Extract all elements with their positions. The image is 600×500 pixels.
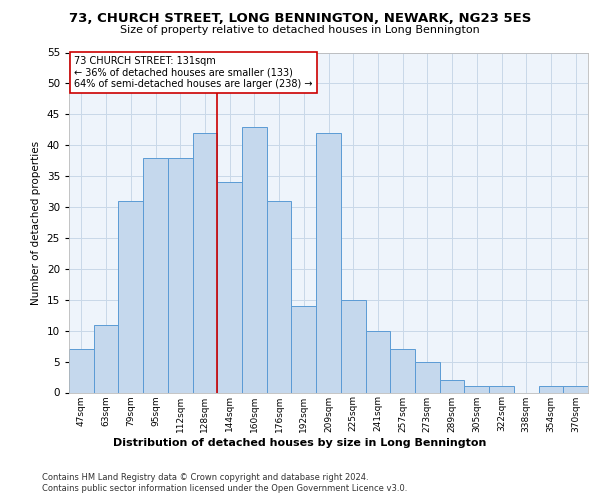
Bar (118, 201, 143, 392)
Text: 73, CHURCH STREET, LONG BENNINGTON, NEWARK, NG23 5ES: 73, CHURCH STREET, LONG BENNINGTON, NEWA… (69, 12, 531, 26)
Bar (415, 362, 440, 392)
Text: Size of property relative to detached houses in Long Bennington: Size of property relative to detached ho… (120, 25, 480, 35)
Bar (94, 324, 118, 392)
Text: Distribution of detached houses by size in Long Bennington: Distribution of detached houses by size … (113, 438, 487, 448)
Bar (292, 306, 316, 392)
Text: 73 CHURCH STREET: 131sqm
← 36% of detached houses are smaller (133)
64% of semi-: 73 CHURCH STREET: 131sqm ← 36% of detach… (74, 56, 313, 89)
Bar (464, 386, 489, 392)
Text: Contains HM Land Registry data © Crown copyright and database right 2024.: Contains HM Land Registry data © Crown c… (42, 472, 368, 482)
Bar (341, 300, 365, 392)
Y-axis label: Number of detached properties: Number of detached properties (31, 140, 41, 304)
Bar (193, 133, 217, 392)
Bar (69, 349, 94, 393)
Bar (316, 133, 341, 392)
Bar (242, 126, 267, 392)
Text: Contains public sector information licensed under the Open Government Licence v3: Contains public sector information licen… (42, 484, 407, 493)
Bar (390, 349, 415, 393)
Bar (539, 386, 563, 392)
Bar (440, 380, 464, 392)
Bar (267, 201, 292, 392)
Bar (563, 386, 588, 392)
Bar (489, 386, 514, 392)
Bar (217, 182, 242, 392)
Bar (365, 330, 390, 392)
Bar (143, 158, 168, 392)
Bar (168, 158, 193, 392)
